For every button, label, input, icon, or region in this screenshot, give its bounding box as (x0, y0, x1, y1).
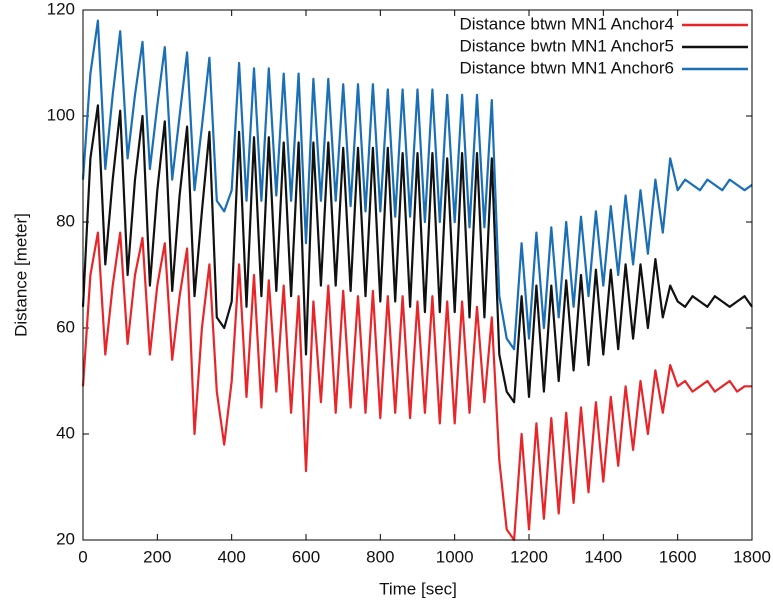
y-tick-label: 20 (56, 529, 75, 548)
x-axis-label: Time [sec] (379, 579, 457, 598)
series-line (81, 231, 752, 542)
x-tick-label: 600 (292, 547, 320, 566)
x-tick-label: 0 (78, 547, 87, 566)
plot-frame (82, 9, 753, 541)
y-tick-label: 100 (47, 105, 75, 124)
y-tick-label: 120 (47, 0, 75, 18)
legend-label: Distance bwtn MN1 Anchor5 (460, 36, 675, 55)
y-axis-label: Distance [meter] (11, 213, 30, 337)
y-tick-label: 40 (56, 423, 75, 442)
series-line (81, 19, 753, 351)
series-line (81, 104, 753, 404)
y-tick-label: 80 (56, 211, 75, 230)
y-tick-label: 60 (56, 317, 75, 336)
legend-label: Distance btwn MN1 Anchor6 (460, 58, 675, 77)
x-tick-label: 200 (143, 547, 171, 566)
x-tick-label: 1600 (659, 547, 697, 566)
x-tick-label: 400 (217, 547, 245, 566)
x-tick-label: 1200 (510, 547, 548, 566)
x-tick-label: 1800 (733, 547, 771, 566)
legend-label: Distance btwn MN1 Anchor4 (460, 14, 675, 33)
x-tick-label: 1000 (436, 547, 474, 566)
x-tick-label: 800 (366, 547, 394, 566)
x-tick-label: 1400 (584, 547, 622, 566)
